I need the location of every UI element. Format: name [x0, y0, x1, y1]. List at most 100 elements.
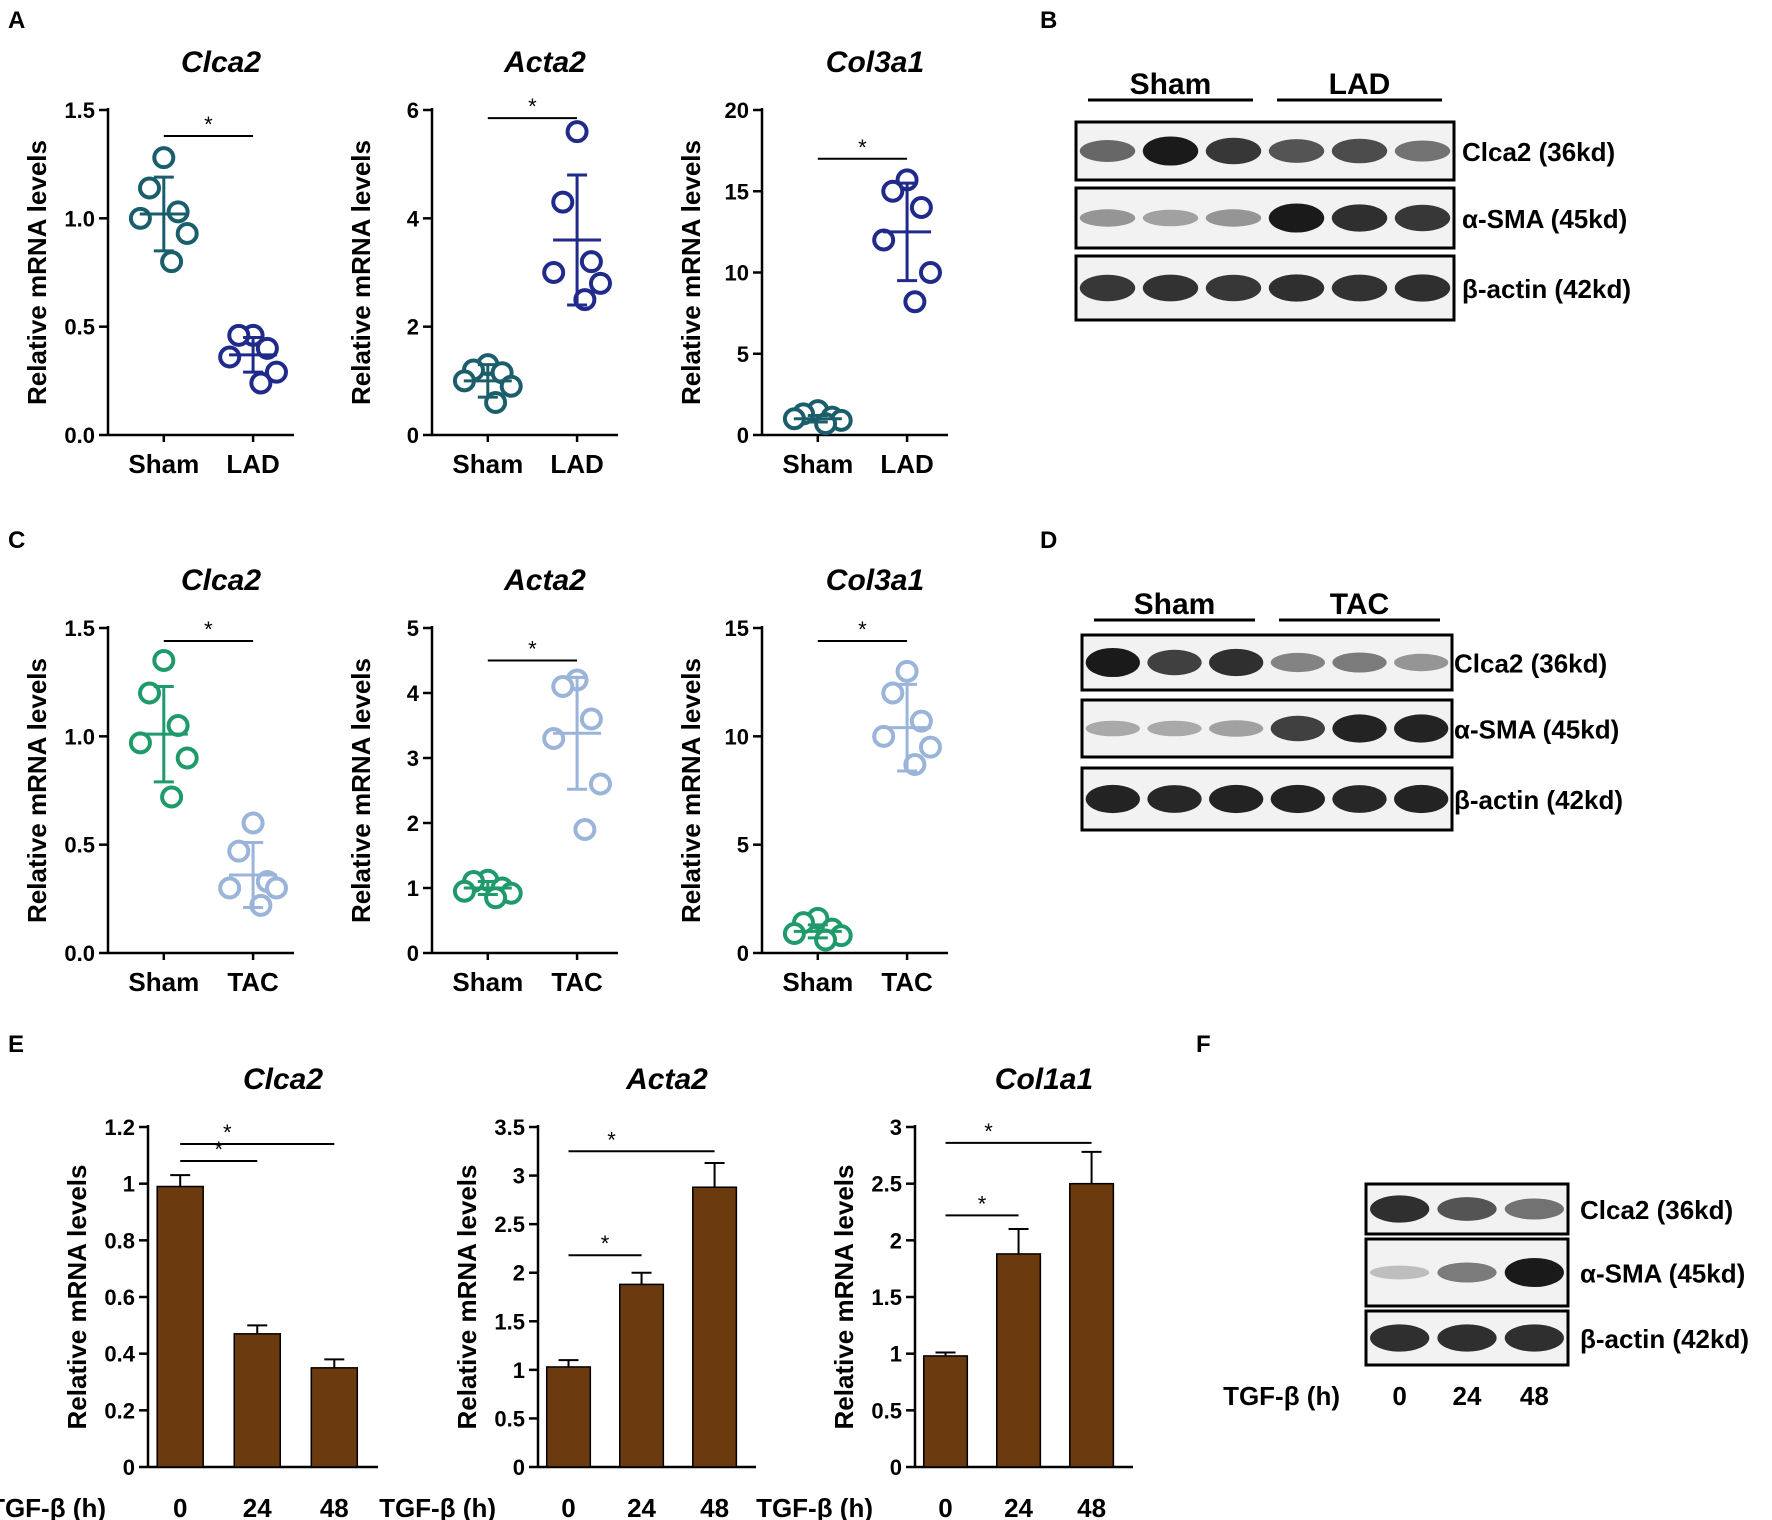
data-point — [128, 206, 152, 230]
significance-star: * — [978, 1191, 987, 1216]
panel-letter-a: A — [8, 7, 25, 34]
blot-band — [1209, 648, 1264, 677]
panel-letter-e: E — [8, 1031, 24, 1058]
chart-title: Acta2 — [503, 46, 586, 79]
blot-band — [1332, 785, 1387, 813]
y-tick-label: 20 — [725, 98, 749, 123]
panel-letter-f: F — [1196, 1031, 1211, 1058]
y-tick-label: 2.5 — [494, 1212, 525, 1237]
y-axis-label: Relative mRNA levels — [346, 658, 376, 923]
significance-star: * — [528, 637, 537, 662]
y-tick-label: 0 — [890, 1455, 902, 1480]
chart-e-col1a1: Col1a1 Relative mRNA levels 0 0.5 1 1.5 2 2.5 3 T… — [756, 1063, 1133, 1520]
data-point — [579, 250, 603, 274]
x-tick-label: TAC — [881, 967, 933, 997]
blot-membrane — [1074, 254, 1456, 322]
data-point — [160, 785, 184, 809]
bar — [619, 1283, 665, 1468]
y-tick-label: 0 — [123, 1455, 135, 1480]
data-point — [249, 371, 273, 395]
bar — [692, 1186, 738, 1468]
blot-membrane — [1080, 766, 1454, 832]
y-tick-label: 0.8 — [104, 1228, 135, 1253]
data-point — [782, 922, 806, 945]
blot-band — [1437, 1324, 1497, 1352]
data-point — [895, 659, 919, 683]
y-axis-label: Relative mRNA levels — [829, 1165, 859, 1430]
blot-band — [1332, 652, 1387, 673]
data-point — [264, 360, 288, 384]
x-tick-label: Sham — [452, 967, 523, 997]
y-tick-label: 3.5 — [494, 1115, 525, 1140]
blot-band — [1142, 274, 1199, 302]
y-tick-label: 15 — [725, 616, 749, 641]
blot-band — [1370, 1265, 1430, 1280]
data-point — [573, 818, 597, 841]
y-tick-label: 1.5 — [871, 1285, 902, 1310]
chart-e-acta2: Acta2 Relative mRNA levels 0 0.5 1 1.5 2 2.5 3 3.… — [379, 1063, 756, 1520]
y-tick-label: 0.5 — [64, 833, 95, 858]
data-point — [588, 271, 612, 295]
data-point — [881, 681, 905, 705]
blots-layer: Sham LAD Clca2 (36kd) α-SMA (45kd) β-actin (… — [1074, 68, 1749, 1411]
blot-band — [1079, 209, 1136, 227]
blot-band — [1079, 140, 1136, 162]
blot-row-label: β-actin (42kd) — [1454, 785, 1623, 815]
chart-title: Clca2 — [181, 564, 261, 597]
data-point — [175, 222, 199, 245]
western-blot-b: Sham LAD Clca2 (36kd) α-SMA (45kd) β-actin (… — [1074, 68, 1631, 322]
y-tick-label: 0.5 — [64, 315, 95, 340]
y-tick-label: 2.5 — [871, 1172, 902, 1197]
significance-star: * — [214, 1137, 223, 1162]
blot-band — [1270, 715, 1325, 742]
blot-band — [1209, 720, 1264, 737]
blot-membrane — [1074, 186, 1456, 250]
blot-group-label: Sham — [1134, 588, 1216, 621]
significance-star: * — [984, 1119, 993, 1144]
y-tick-label: 0 — [513, 1455, 525, 1480]
y-tick-label: 1 — [890, 1342, 902, 1367]
data-point — [138, 176, 161, 200]
x-tick-label: LAD — [550, 449, 603, 479]
x-tick-label: 48 — [1077, 1493, 1106, 1520]
blot-group-label: LAD — [1329, 68, 1391, 101]
data-point — [255, 336, 279, 360]
y-tick-label: 2 — [407, 315, 419, 340]
data-point — [551, 675, 575, 698]
x-tick-label: LAD — [226, 449, 279, 479]
bar — [156, 1185, 204, 1468]
blot-band — [1205, 209, 1262, 227]
western-blot-d: Sham TAC Clca2 (36kd) α-SMA (45kd) β-actin (… — [1080, 588, 1623, 832]
significance-star: * — [204, 112, 213, 137]
y-tick-label: 0 — [407, 423, 419, 448]
x-tick-label: Sham — [452, 449, 523, 479]
y-tick-label: 1.5 — [64, 616, 95, 641]
x-tick-label: TAC — [227, 967, 279, 997]
y-tick-label: 6 — [407, 98, 419, 123]
y-tick-label: 0 — [407, 941, 419, 966]
blot-band — [1079, 274, 1136, 302]
charts-layer: Clca2 Relative mRNA levels 0.0 0.5 1.0 1.5 Sha… — [0, 46, 1133, 1520]
blot-band — [1504, 1257, 1564, 1288]
blot-lane-label: 24 — [1453, 1381, 1482, 1411]
blot-band — [1504, 1324, 1564, 1352]
blot-lane-label: 0 — [1392, 1381, 1406, 1411]
y-tick-label: 3 — [407, 746, 419, 771]
y-axis-label: Relative mRNA levels — [62, 1165, 92, 1430]
bar — [922, 1355, 969, 1468]
y-tick-label: 1 — [123, 1172, 135, 1197]
blot-row-label: α-SMA (45kd) — [1580, 1259, 1745, 1289]
y-tick-label: 1 — [513, 1358, 525, 1383]
data-point — [152, 649, 176, 672]
panel-letter-b: B — [1040, 7, 1057, 34]
blot-row-label: Clca2 (36kd) — [1462, 137, 1615, 167]
data-point — [175, 746, 199, 770]
blot-band — [1331, 274, 1388, 302]
y-tick-label: 15 — [725, 179, 749, 204]
x-tick-label: 24 — [243, 1493, 272, 1520]
data-point — [588, 772, 612, 796]
x-tick-label: Sham — [782, 449, 853, 479]
y-tick-label: 0.5 — [871, 1398, 902, 1423]
y-tick-label: 2 — [513, 1261, 525, 1286]
